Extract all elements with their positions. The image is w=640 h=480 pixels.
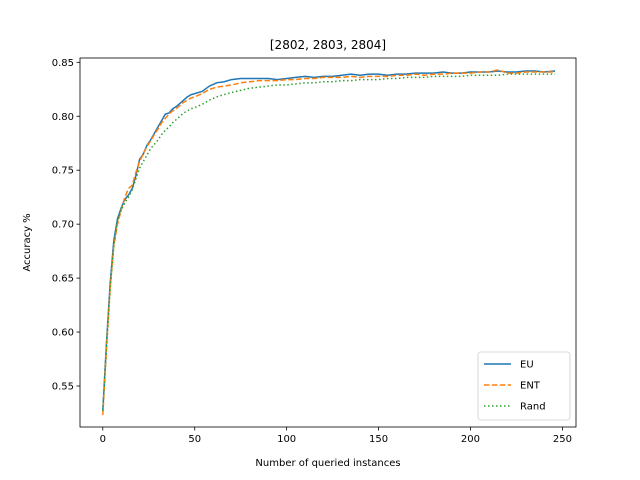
- legend-label-rand: Rand: [520, 402, 546, 413]
- legend-label-ent: ENT: [520, 381, 541, 392]
- y-tick-label: 0.60: [52, 328, 74, 339]
- x-tick-label: 50: [188, 434, 201, 445]
- legend: EU ENT Rand: [477, 351, 571, 421]
- legend-box: [477, 351, 571, 421]
- plot-frame: [79, 57, 577, 428]
- legend-label-eu: EU: [520, 360, 534, 371]
- y-tick-label: 0.80: [52, 112, 74, 123]
- y-tick-label: 0.70: [52, 220, 74, 231]
- x-tick-label: 250: [553, 434, 572, 445]
- x-axis-label: Number of queried instances: [255, 458, 400, 469]
- series-line-ent: [102, 69, 556, 416]
- x-axis-ticks: 0 50 100 150 200 250: [100, 427, 572, 445]
- x-tick-label: 100: [277, 434, 296, 445]
- x-tick-label: 200: [461, 434, 480, 445]
- x-tick-label: 0: [100, 434, 106, 445]
- y-axis-label: Accuracy %: [22, 213, 33, 271]
- x-tick-label: 150: [369, 434, 388, 445]
- y-tick-label: 0.75: [52, 166, 74, 177]
- y-tick-label: 0.85: [52, 58, 74, 69]
- chart-title: [2802, 2803, 2804]: [270, 38, 386, 52]
- y-tick-label: 0.55: [52, 382, 74, 393]
- series-layer: [102, 69, 556, 416]
- y-tick-label: 0.65: [52, 274, 74, 285]
- y-axis-ticks: 0.55 0.60 0.65 0.70 0.75 0.80 0.85: [52, 58, 80, 393]
